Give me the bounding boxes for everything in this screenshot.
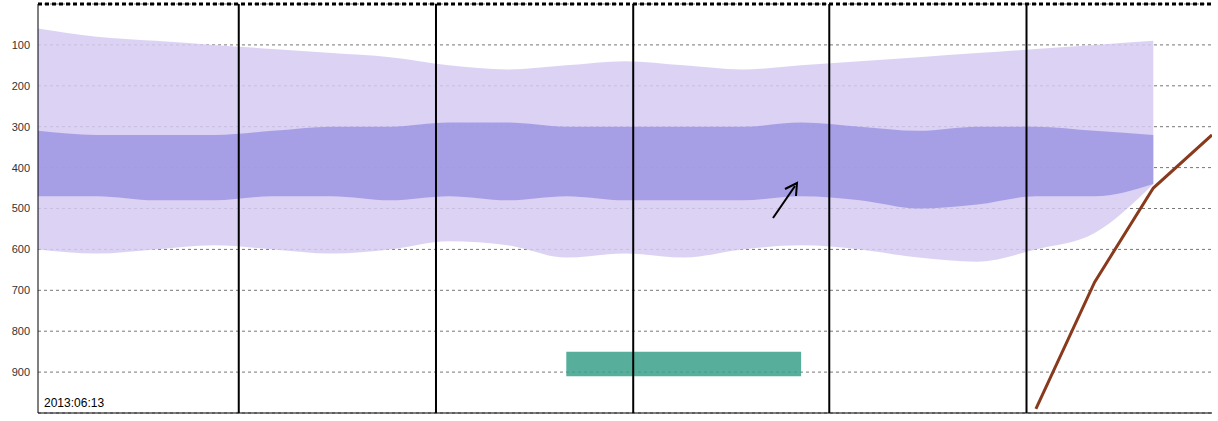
html-text:2013:06:13: 2013:06:13 [44, 396, 105, 410]
svg-text:900: 900 [12, 366, 30, 378]
svg-text:800: 800 [12, 325, 30, 337]
svg-text:600: 600 [12, 243, 30, 255]
svg-text:200: 200 [12, 80, 30, 92]
svg-text:100: 100 [12, 39, 30, 51]
svg-text:400: 400 [12, 162, 30, 174]
svg-text:500: 500 [12, 202, 30, 214]
svg-text:700: 700 [12, 284, 30, 296]
svg-text:300: 300 [12, 121, 30, 133]
